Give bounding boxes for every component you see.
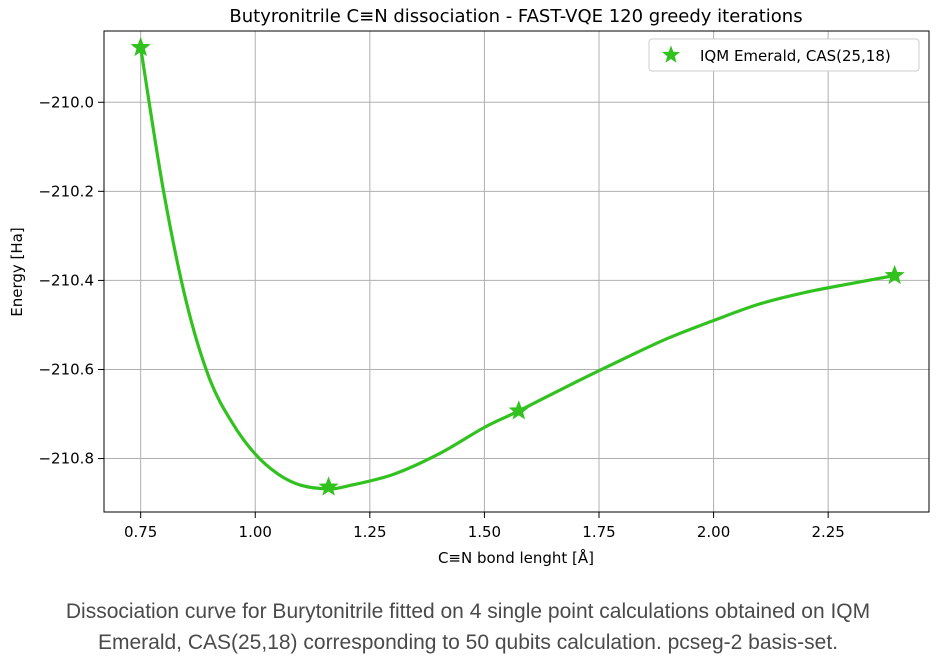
data-point-star [318,476,339,496]
x-tick-label: 1.25 [353,523,386,541]
legend-box [648,38,920,72]
y-tick-label: −210.0 [38,93,94,111]
legend-star-icon [661,45,681,63]
legend: IQM Emerald, CAS(25,18) [648,38,920,72]
chart-title: Butyronitrile C≡N dissociation - FAST-VQ… [229,6,802,27]
x-axis-ticks: 0.75 1.00 1.25 1.50 1.75 2.00 2.25 [124,512,845,541]
y-axis-ticks: −210.0 −210.2 −210.4 −210.6 −210.8 [38,93,104,468]
data-point-star [508,400,529,420]
caption-line-1: Dissociation curve for Burytonitrile fit… [65,600,871,623]
data-point-star [884,264,905,285]
y-tick-label: −210.2 [38,182,94,200]
x-tick-label: 2.25 [811,523,844,541]
x-tick-label: 0.75 [124,523,157,541]
y-tick-label: −210.6 [38,360,94,378]
grid-lines [104,31,929,512]
x-tick-label: 1.75 [582,523,615,541]
plot-frame [103,30,930,513]
legend-label: IQM Emerald, CAS(25,18) [700,47,891,65]
data-point-star [130,36,151,57]
x-tick-label: 1.50 [468,523,501,541]
caption-line-2: Emerald, CAS(25,18) corresponding to 50 … [97,631,839,654]
figure-caption: Dissociation curve for Burytonitrile fit… [20,596,916,658]
x-axis-label: C≡N bond lenght [Å] [438,548,594,567]
fitted-curve [139,45,897,491]
x-tick-label: 1.00 [239,523,272,541]
y-tick-label: −210.4 [38,271,94,289]
y-tick-label: −210.8 [38,450,94,468]
x-tick-label: 2.00 [697,523,730,541]
y-axis-label: Energy [Ha] [8,227,26,316]
energy-chart: Butyronitrile C≡N dissociation - FAST-VQ… [8,6,930,567]
data-markers [130,36,905,496]
